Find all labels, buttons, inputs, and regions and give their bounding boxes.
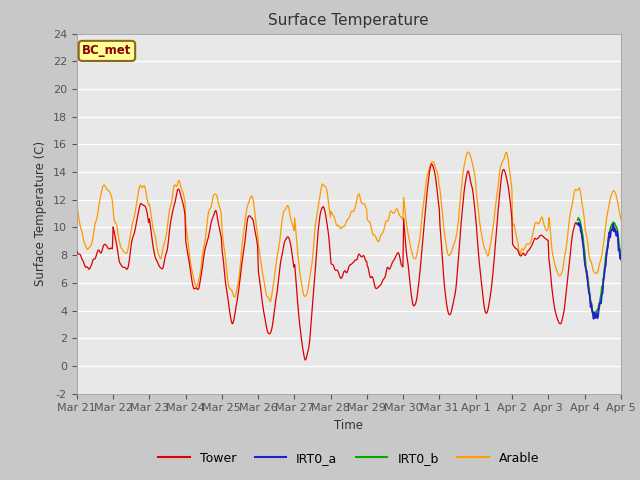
Title: Surface Temperature: Surface Temperature xyxy=(269,13,429,28)
X-axis label: Time: Time xyxy=(334,419,364,432)
Text: BC_met: BC_met xyxy=(82,44,132,58)
Y-axis label: Surface Temperature (C): Surface Temperature (C) xyxy=(35,141,47,286)
Legend: Tower, IRT0_a, IRT0_b, Arable: Tower, IRT0_a, IRT0_b, Arable xyxy=(154,447,544,469)
